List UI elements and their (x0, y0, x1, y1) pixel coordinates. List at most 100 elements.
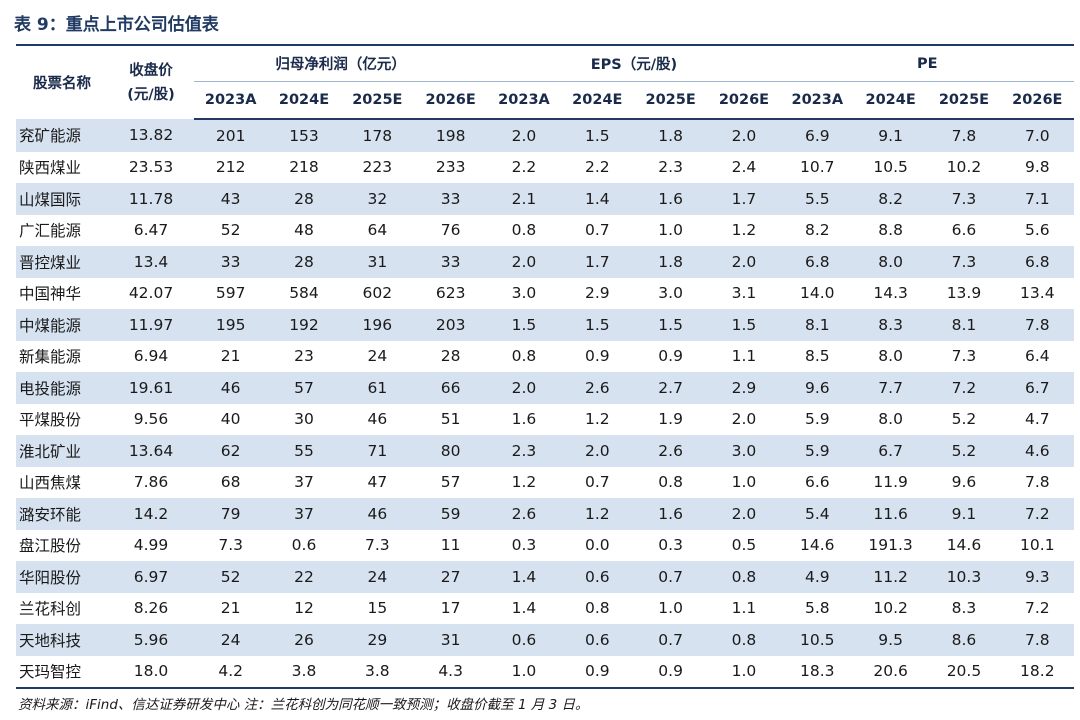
net-profit-cell: 28 (440, 347, 461, 366)
pe-group-header: PE (780, 45, 1074, 82)
table-row: 淮北矿业 13.64 62 55 71 80 2.3 2.0 2.6 3.0 5.9 6.7 5.2 4.… (16, 435, 1074, 467)
pe-cell: 10.1 (1020, 536, 1055, 555)
eps-cell: 2.2 (584, 158, 610, 177)
pe-cell: 7.1 (1000, 183, 1074, 215)
pe-cell: 9.3 (1000, 561, 1074, 593)
net-profit-cell: 4.2 (218, 662, 243, 681)
eps-cell: 1.5 (707, 309, 781, 341)
pe-cell: 8.3 (951, 599, 977, 618)
pe-cell: 10.2 (873, 599, 908, 618)
net-profit-cell: 40 (220, 410, 241, 429)
net-profit-cell: 71 (340, 435, 414, 467)
pe-cell: 8.2 (804, 221, 830, 240)
net-profit-cell: 24 (194, 624, 268, 656)
pe-cell: 14.3 (873, 284, 908, 303)
pe-cell: 4.6 (1000, 435, 1074, 467)
net-profit-cell: 37 (267, 498, 341, 530)
pe-cell: 10.3 (927, 561, 1001, 593)
eps-cell: 2.0 (487, 372, 561, 404)
close-price-cell: 7.86 (133, 473, 169, 492)
eps-cell: 1.7 (707, 183, 781, 215)
pe-year-header: 2025E (927, 81, 1001, 120)
eps-cell: 1.2 (731, 221, 757, 240)
eps-cell: 2.2 (511, 158, 537, 177)
eps-cell: 3.0 (658, 284, 683, 303)
eps-year-header: 2026E (707, 81, 781, 120)
close-price-cell: 14.2 (108, 498, 194, 530)
eps-cell: 1.4 (560, 183, 634, 215)
pe-cell: 6.8 (1000, 246, 1074, 278)
net-profit-cell: 57 (440, 473, 461, 492)
pe-cell: 18.3 (800, 662, 835, 681)
pe-cell: 6.8 (780, 246, 854, 278)
net-profit-cell: 233 (435, 158, 466, 177)
net-profit-cell: 76 (440, 221, 461, 240)
pe-cell: 8.0 (853, 246, 928, 278)
close-price-column-header: 收盘价 (元/股) (108, 45, 194, 119)
source-note: 资料来源：iFind、信达证券研发中心 注：兰花科创为同花顺一致预测；收盘价截至… (18, 697, 589, 713)
net-profit-cell: 597 (215, 284, 246, 303)
valuation-table-body: 兖矿能源 13.82 201 153 178 198 2.0 1.5 1.8 2.0 6.9 9.1 7… (16, 119, 1074, 688)
eps-cell: 0.9 (584, 662, 610, 681)
company-name-cell: 中国神华 (19, 285, 82, 304)
company-name-cell: 陕西煤业 (19, 159, 82, 178)
table-row: 晋控煤业 13.4 33 28 31 33 2.0 1.7 1.8 2.0 6.8 8.0 7.3 6.8 (16, 246, 1074, 278)
net-profit-cell: 30 (294, 410, 314, 429)
pe-cell: 7.0 (1000, 119, 1074, 152)
close-price-cell: 8.26 (133, 599, 169, 618)
eps-cell: 1.1 (731, 347, 757, 366)
eps-cell: 0.3 (658, 536, 683, 555)
net-profit-cell: 218 (289, 158, 319, 177)
table-row: 兰花科创 8.26 21 12 15 17 1.4 0.8 1.0 1.1 5.8 10.2 8.3 7.… (16, 593, 1074, 625)
net-profit-cell: 196 (340, 309, 414, 341)
net-profit-cell: 64 (367, 221, 388, 240)
eps-cell: 1.1 (731, 599, 757, 618)
net-profit-cell: 33 (194, 246, 268, 278)
close-price-cell: 11.78 (108, 183, 194, 215)
eps-cell: 1.6 (511, 410, 537, 429)
valuation-table: 股票名称 收盘价 (元/股) 归母净利润（亿元） EPS（元/股) PE 202… (16, 44, 1074, 689)
eps-cell: 1.2 (584, 410, 610, 429)
eps-cell: 2.1 (487, 183, 561, 215)
pe-cell: 11.2 (853, 561, 928, 593)
pe-cell: 8.1 (780, 309, 854, 341)
pe-cell: 14.6 (800, 536, 835, 555)
pe-cell: 5.5 (780, 183, 854, 215)
pe-cell: 9.5 (853, 624, 928, 656)
table-row: 潞安环能 14.2 79 37 46 59 2.6 1.2 1.6 2.0 5.4 11.6 9.1 7.… (16, 498, 1074, 530)
eps-cell: 0.6 (487, 624, 561, 656)
net-profit-cell: 31 (413, 624, 488, 656)
eps-cell: 2.0 (731, 410, 757, 429)
eps-cell: 2.3 (658, 158, 683, 177)
eps-cell: 2.0 (487, 246, 561, 278)
table-row: 山西焦煤 7.86 68 37 47 57 1.2 0.7 0.8 1.0 6.6 11.9 9.6 7.… (16, 467, 1074, 499)
company-column-header: 股票名称 (33, 76, 91, 92)
net-profit-cell: 12 (294, 599, 314, 618)
pe-cell: 8.2 (853, 183, 928, 215)
eps-cell: 0.8 (511, 221, 537, 240)
pe-cell: 6.7 (1000, 372, 1074, 404)
pe-cell: 7.3 (951, 347, 977, 366)
close-price-header-line2: (元/股) (127, 86, 175, 103)
net-profit-cell: 29 (340, 624, 414, 656)
table-row: 电投能源 19.61 46 57 61 66 2.0 2.6 2.7 2.9 9.6 7.7 7.2 6.… (16, 372, 1074, 404)
net-profit-cell: 66 (413, 372, 488, 404)
net-profit-cell: 48 (294, 221, 314, 240)
pe-cell: 10.5 (780, 624, 854, 656)
pe-cell: 6.6 (951, 221, 977, 240)
pe-cell: 7.2 (927, 372, 1001, 404)
table-row: 华阳股份 6.97 52 22 24 27 1.4 0.6 0.7 0.8 4.9 11.2 10.3 9… (16, 561, 1074, 593)
pe-cell: 8.6 (927, 624, 1001, 656)
net-profit-cell: 21 (220, 347, 241, 366)
eps-cell: 0.7 (633, 561, 708, 593)
eps-year-header: 2024E (560, 81, 634, 120)
net-profit-cell: 24 (340, 561, 414, 593)
net-profit-cell: 4.3 (438, 662, 463, 681)
net-profit-cell: 22 (267, 561, 341, 593)
net-profit-cell: 21 (220, 599, 241, 618)
net-profit-cell: 55 (267, 435, 341, 467)
net-profit-cell: 24 (367, 347, 388, 366)
pe-cell: 11.9 (873, 473, 908, 492)
net-profit-cell: 17 (440, 599, 461, 618)
pe-cell: 5.9 (780, 435, 854, 467)
